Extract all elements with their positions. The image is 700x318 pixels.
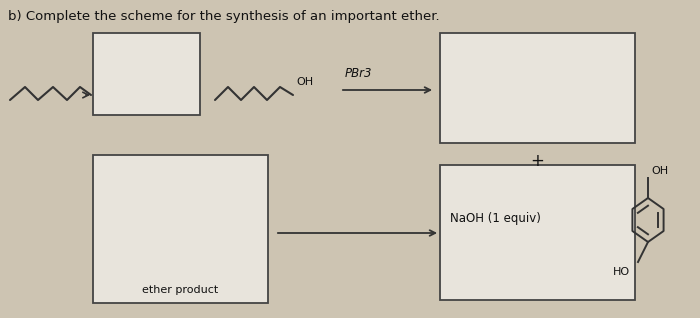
Bar (93, 33, 200, 115)
Text: b) Complete the scheme for the synthesis of an important ether.: b) Complete the scheme for the synthesis… (8, 10, 440, 23)
Bar (93, 155, 268, 303)
Bar (440, 33, 635, 143)
Text: OH: OH (296, 77, 313, 87)
Text: NaOH (1 equiv): NaOH (1 equiv) (450, 212, 541, 225)
Text: PBr3: PBr3 (345, 67, 372, 80)
Text: OH: OH (651, 166, 668, 176)
Text: HO: HO (613, 267, 630, 277)
Text: ether product: ether product (142, 285, 218, 295)
Bar (440, 165, 635, 300)
Text: +: + (531, 152, 545, 170)
